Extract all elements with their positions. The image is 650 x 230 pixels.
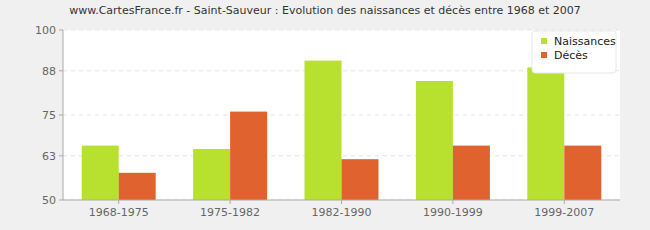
bar (119, 173, 156, 200)
y-tick-label: 88 (42, 65, 56, 78)
x-tick-label: 1975-1982 (200, 206, 260, 219)
x-tick-mark (452, 200, 453, 204)
tick-mark (59, 115, 63, 116)
bars (82, 61, 602, 200)
y-tick-label: 100 (35, 24, 56, 37)
y-axis (63, 30, 64, 200)
x-tick-mark (341, 200, 342, 204)
x-tick-label: 1990-1999 (423, 206, 483, 219)
tick-mark (59, 30, 63, 31)
x-tick-label: 1968-1975 (89, 206, 149, 219)
plot-area (63, 30, 620, 200)
legend-label: Naissances (554, 35, 616, 48)
legend-swatch (541, 52, 547, 58)
legend-label: Décès (554, 49, 588, 62)
bar (82, 146, 119, 200)
x-tick-mark (118, 200, 119, 204)
tick-mark (59, 200, 63, 201)
bar (193, 149, 230, 200)
bar (453, 146, 490, 200)
bar (305, 61, 342, 200)
legend-swatch (541, 38, 547, 44)
x-tick-label: 1982-1990 (312, 206, 372, 219)
bar (564, 146, 601, 200)
tick-mark (59, 70, 63, 71)
x-tick-label: 1999-2007 (534, 206, 594, 219)
bar (416, 81, 453, 200)
title: www.CartesFrance.fr - Saint-Sauveur : Ev… (69, 4, 581, 17)
chart-container: www.CartesFrance.fr - Saint-Sauveur : Ev… (0, 0, 650, 230)
y-tick-label: 50 (42, 194, 56, 207)
x-tick-mark (230, 200, 231, 204)
tick-mark (59, 155, 63, 156)
x-tick-mark (564, 200, 565, 204)
legend: NaissancesDécès (532, 31, 616, 73)
x-axis (63, 200, 620, 201)
bar (527, 67, 564, 200)
y-tick-label: 63 (42, 150, 56, 163)
legend-box (532, 31, 616, 73)
grid-line (63, 200, 620, 201)
background (0, 0, 650, 230)
grid-line (63, 30, 620, 31)
y-tick-label: 75 (42, 109, 56, 122)
bar (342, 159, 379, 200)
chart-svg: www.CartesFrance.fr - Saint-Sauveur : Ev… (0, 0, 650, 230)
bar (230, 112, 267, 200)
